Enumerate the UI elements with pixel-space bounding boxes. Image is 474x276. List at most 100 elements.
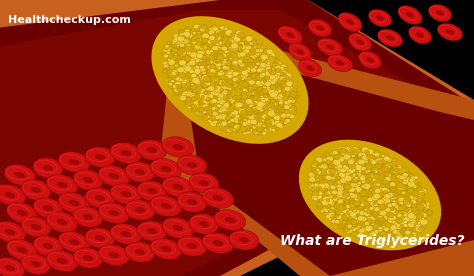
Ellipse shape — [223, 27, 228, 31]
Ellipse shape — [232, 121, 236, 125]
Ellipse shape — [216, 61, 219, 64]
Ellipse shape — [358, 189, 363, 192]
Ellipse shape — [380, 220, 385, 224]
Ellipse shape — [341, 224, 346, 227]
Ellipse shape — [382, 202, 388, 207]
Ellipse shape — [399, 182, 404, 186]
Ellipse shape — [264, 100, 269, 104]
Ellipse shape — [280, 121, 284, 124]
Ellipse shape — [229, 49, 237, 54]
Ellipse shape — [5, 192, 15, 198]
Ellipse shape — [191, 63, 194, 66]
Ellipse shape — [365, 172, 368, 175]
Ellipse shape — [365, 165, 370, 169]
Ellipse shape — [372, 160, 375, 163]
Ellipse shape — [253, 49, 259, 54]
Ellipse shape — [224, 119, 230, 124]
Ellipse shape — [345, 176, 352, 181]
Ellipse shape — [368, 225, 373, 229]
Ellipse shape — [327, 201, 330, 204]
Ellipse shape — [209, 72, 215, 77]
Ellipse shape — [187, 51, 191, 55]
Ellipse shape — [56, 219, 67, 225]
Ellipse shape — [338, 205, 342, 208]
Ellipse shape — [243, 99, 246, 102]
Ellipse shape — [410, 212, 413, 214]
Ellipse shape — [358, 169, 363, 172]
Ellipse shape — [182, 98, 187, 102]
Ellipse shape — [384, 194, 391, 199]
Ellipse shape — [393, 235, 401, 241]
Ellipse shape — [392, 158, 397, 162]
Ellipse shape — [387, 227, 393, 231]
Ellipse shape — [210, 121, 217, 126]
Ellipse shape — [219, 74, 227, 80]
Ellipse shape — [255, 44, 262, 49]
Ellipse shape — [241, 112, 248, 118]
Ellipse shape — [343, 165, 350, 170]
Ellipse shape — [358, 163, 362, 166]
Ellipse shape — [218, 69, 225, 75]
Ellipse shape — [409, 201, 413, 204]
Ellipse shape — [382, 166, 390, 172]
Ellipse shape — [216, 115, 221, 118]
Ellipse shape — [246, 120, 252, 125]
Ellipse shape — [163, 68, 169, 73]
Ellipse shape — [213, 32, 218, 36]
Ellipse shape — [181, 77, 185, 80]
Ellipse shape — [364, 203, 368, 207]
Ellipse shape — [182, 91, 188, 95]
Ellipse shape — [405, 230, 411, 235]
Ellipse shape — [200, 99, 206, 104]
Ellipse shape — [340, 147, 347, 153]
Ellipse shape — [347, 163, 355, 168]
Ellipse shape — [371, 228, 378, 233]
Ellipse shape — [330, 152, 334, 155]
Ellipse shape — [175, 81, 182, 86]
Ellipse shape — [165, 78, 170, 82]
Ellipse shape — [179, 45, 186, 50]
Ellipse shape — [234, 103, 241, 108]
Ellipse shape — [213, 48, 219, 52]
Ellipse shape — [399, 180, 402, 183]
Ellipse shape — [255, 81, 261, 85]
Ellipse shape — [214, 123, 219, 126]
Ellipse shape — [184, 83, 189, 87]
Ellipse shape — [409, 220, 416, 225]
Ellipse shape — [386, 235, 393, 240]
Ellipse shape — [46, 251, 78, 272]
Ellipse shape — [400, 198, 405, 202]
Ellipse shape — [312, 191, 319, 197]
Ellipse shape — [257, 111, 263, 115]
Ellipse shape — [215, 61, 219, 64]
Ellipse shape — [204, 80, 211, 86]
Ellipse shape — [321, 164, 328, 169]
Ellipse shape — [234, 124, 240, 129]
Ellipse shape — [342, 206, 346, 209]
Ellipse shape — [394, 222, 398, 225]
Ellipse shape — [211, 107, 216, 110]
Ellipse shape — [270, 105, 275, 109]
Ellipse shape — [218, 49, 222, 52]
Ellipse shape — [261, 80, 267, 85]
Ellipse shape — [383, 206, 388, 210]
Ellipse shape — [363, 160, 369, 164]
Ellipse shape — [388, 214, 392, 217]
Ellipse shape — [361, 209, 365, 212]
Ellipse shape — [317, 173, 325, 179]
Ellipse shape — [252, 75, 260, 81]
Ellipse shape — [251, 91, 258, 95]
Ellipse shape — [390, 181, 395, 185]
Ellipse shape — [217, 43, 225, 49]
Ellipse shape — [263, 88, 270, 94]
Ellipse shape — [232, 67, 236, 70]
Ellipse shape — [414, 225, 419, 229]
Ellipse shape — [337, 187, 342, 191]
Ellipse shape — [213, 60, 217, 62]
Ellipse shape — [385, 199, 391, 203]
Ellipse shape — [178, 35, 185, 41]
Ellipse shape — [263, 100, 269, 105]
Ellipse shape — [402, 176, 410, 182]
Ellipse shape — [374, 206, 378, 209]
Ellipse shape — [262, 114, 268, 119]
